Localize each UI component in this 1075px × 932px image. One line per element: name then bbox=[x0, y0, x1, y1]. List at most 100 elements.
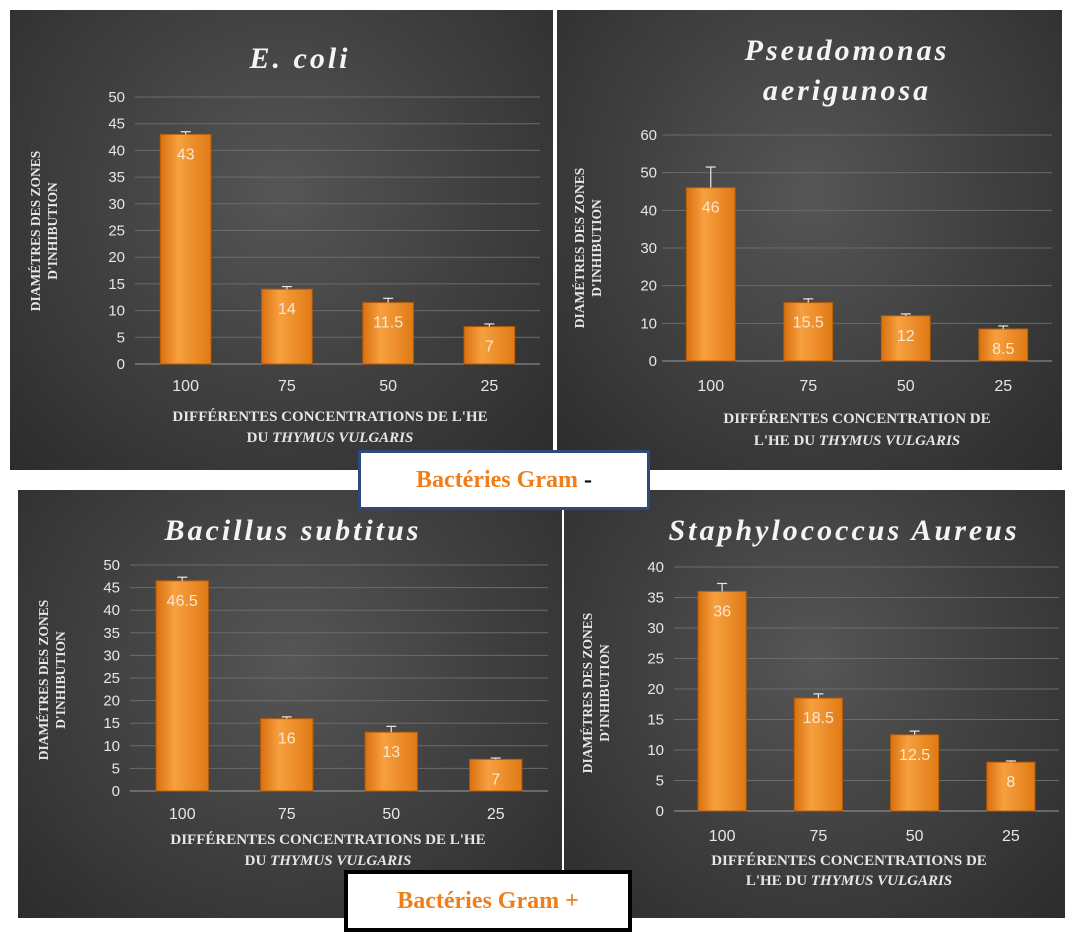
data-label: 36 bbox=[713, 603, 731, 620]
y-tick-label: 25 bbox=[647, 651, 664, 668]
x-tick-label: 50 bbox=[906, 828, 924, 845]
x-axis-label: DIFFÉRENTES CONCENTRATIONS DE L'HE bbox=[172, 408, 487, 425]
x-axis-label: DIFFÉRENTES CONCENTRATIONS DE bbox=[711, 852, 987, 869]
chart-panel-pseudomonas: Pseudomonas aerigunosa 0 10 20 30 40 50 60 46 100 1… bbox=[557, 10, 1062, 470]
y-tick-label: 10 bbox=[108, 303, 125, 320]
bar bbox=[793, 697, 843, 812]
x-axis-label-text: L'HE DU bbox=[754, 433, 819, 449]
y-tick-label: 10 bbox=[640, 315, 657, 332]
y-tick-label: 25 bbox=[108, 223, 125, 240]
y-tick-label: 35 bbox=[647, 590, 664, 607]
y-tick-label: 5 bbox=[117, 329, 125, 346]
y-tick-label: 15 bbox=[108, 276, 125, 293]
gram-positive-banner: Bactéries Gram + bbox=[344, 870, 632, 932]
x-tick-label: 25 bbox=[480, 378, 498, 395]
bar bbox=[469, 758, 523, 792]
data-label: 12 bbox=[897, 328, 915, 345]
chart-title: Pseudomonas bbox=[744, 34, 950, 67]
bar bbox=[155, 580, 209, 792]
y-tick-label: 30 bbox=[640, 240, 657, 257]
bar bbox=[362, 302, 414, 365]
y-tick-label: 0 bbox=[649, 353, 657, 370]
chart-ecoli: E. coli 0 5 10 15 20 25 30 35 40 45 50 43 100 14 75 11.5… bbox=[28, 42, 540, 446]
y-tick-label: 30 bbox=[103, 647, 120, 664]
chart-panel-bacillus: Bacillus subtitus 0 5 10 15 20 25 30 35 40 45 50 46.… bbox=[18, 490, 562, 918]
chart-panel-ecoli: E. coli 0 5 10 15 20 25 30 35 40 45 50 43 100 14 75 11.5… bbox=[10, 10, 553, 470]
x-tick-label: 50 bbox=[382, 806, 400, 823]
data-label: 16 bbox=[278, 731, 296, 748]
x-axis-label-text: L'HE DU bbox=[746, 873, 811, 889]
x-axis-label: DIFFÉRENTES CONCENTRATIONS DE L'HE bbox=[170, 831, 485, 848]
x-axis-label-text: DU bbox=[245, 853, 270, 869]
y-axis-label: D'INHIBUTION bbox=[53, 631, 68, 729]
y-tick-label: 40 bbox=[103, 602, 120, 619]
y-tick-label: 50 bbox=[103, 557, 120, 574]
y-tick-label: 5 bbox=[656, 773, 664, 790]
x-tick-label: 75 bbox=[278, 378, 296, 395]
data-label: 46 bbox=[702, 200, 720, 217]
y-tick-label: 15 bbox=[647, 712, 664, 729]
y-tick-label: 35 bbox=[103, 625, 120, 642]
data-label: 14 bbox=[278, 301, 296, 318]
y-tick-label: 40 bbox=[647, 559, 664, 576]
x-tick-label: 75 bbox=[799, 378, 817, 395]
x-tick-label: 50 bbox=[897, 378, 915, 395]
chart-staphylococcus: Staphylococcus Aureus 0 5 10 15 20 25 30 35 40 36 1… bbox=[580, 514, 1059, 889]
y-tick-label: 40 bbox=[640, 202, 657, 219]
data-label: 18.5 bbox=[803, 710, 834, 727]
x-axis-label-text: DU bbox=[247, 430, 272, 446]
chart-panel-staphylococcus: Staphylococcus Aureus 0 5 10 15 20 25 30 35 40 36 1… bbox=[564, 490, 1065, 918]
y-tick-label: 30 bbox=[108, 196, 125, 213]
x-axis-label: DU THYMUS VULGARIS bbox=[245, 853, 412, 869]
x-tick-label: 100 bbox=[697, 378, 724, 395]
chart-title: E. coli bbox=[249, 42, 351, 75]
data-label: 46.5 bbox=[167, 593, 198, 610]
bar bbox=[783, 302, 834, 362]
y-axis-label: DIAMÉTRES DES ZONES bbox=[580, 613, 595, 774]
gram-positive-sign: + bbox=[565, 887, 579, 914]
y-tick-label: 20 bbox=[103, 693, 120, 710]
x-tick-label: 100 bbox=[709, 828, 736, 845]
bar bbox=[364, 731, 418, 792]
y-axis-label: DIAMÉTRES DES ZONES bbox=[36, 600, 51, 761]
x-tick-label: 25 bbox=[994, 378, 1012, 395]
bar bbox=[697, 590, 747, 812]
data-label: 11.5 bbox=[373, 315, 403, 332]
bar bbox=[978, 328, 1029, 362]
data-label: 15.5 bbox=[793, 315, 824, 332]
x-axis-label-species: THYMUS VULGARIS bbox=[270, 853, 411, 869]
x-axis-label-species: THYMUS VULGARIS bbox=[819, 433, 960, 449]
data-label: 7 bbox=[491, 771, 500, 788]
y-tick-label: 20 bbox=[108, 249, 125, 266]
y-tick-label: 45 bbox=[108, 116, 125, 133]
chart-title: aerigunosa bbox=[763, 74, 931, 107]
data-label: 43 bbox=[177, 146, 195, 163]
bar bbox=[890, 734, 940, 812]
bar bbox=[260, 718, 314, 792]
x-axis-label-text: DIFFÉRENTES CONCENTRATIONS DE L'HE bbox=[170, 831, 485, 848]
y-tick-label: 10 bbox=[647, 742, 664, 759]
y-tick-label: 0 bbox=[656, 803, 664, 820]
y-tick-label: 0 bbox=[112, 783, 120, 800]
y-tick-label: 35 bbox=[108, 169, 125, 186]
chart-title: Staphylococcus Aureus bbox=[668, 514, 1019, 547]
y-tick-label: 50 bbox=[640, 165, 657, 182]
data-label: 12.5 bbox=[899, 747, 930, 764]
bar bbox=[685, 187, 736, 362]
bar bbox=[880, 315, 931, 362]
x-tick-label: 75 bbox=[278, 806, 296, 823]
y-tick-label: 15 bbox=[103, 715, 120, 732]
gram-negative-label: Bactéries Gram bbox=[416, 466, 578, 493]
x-axis-label-species: THYMUS VULGARIS bbox=[811, 873, 952, 889]
bar bbox=[986, 761, 1036, 812]
y-axis-label: DIAMÉTRES DES ZONES bbox=[28, 151, 43, 312]
x-axis-label-text: DIFFÉRENTES CONCENTRATIONS DE bbox=[711, 852, 987, 869]
x-axis-label-species: THYMUS VULGARIS bbox=[272, 430, 413, 446]
gram-negative-banner: Bactéries Gram - bbox=[358, 450, 650, 510]
y-tick-label: 10 bbox=[103, 738, 120, 755]
y-tick-label: 20 bbox=[640, 278, 657, 295]
y-tick-label: 25 bbox=[103, 670, 120, 687]
y-axis-label: D'INHIBUTION bbox=[45, 182, 60, 280]
chart-bacillus: Bacillus subtitus 0 5 10 15 20 25 30 35 40 45 50 46.… bbox=[36, 514, 548, 869]
x-axis-label: L'HE DU THYMUS VULGARIS bbox=[746, 873, 952, 889]
